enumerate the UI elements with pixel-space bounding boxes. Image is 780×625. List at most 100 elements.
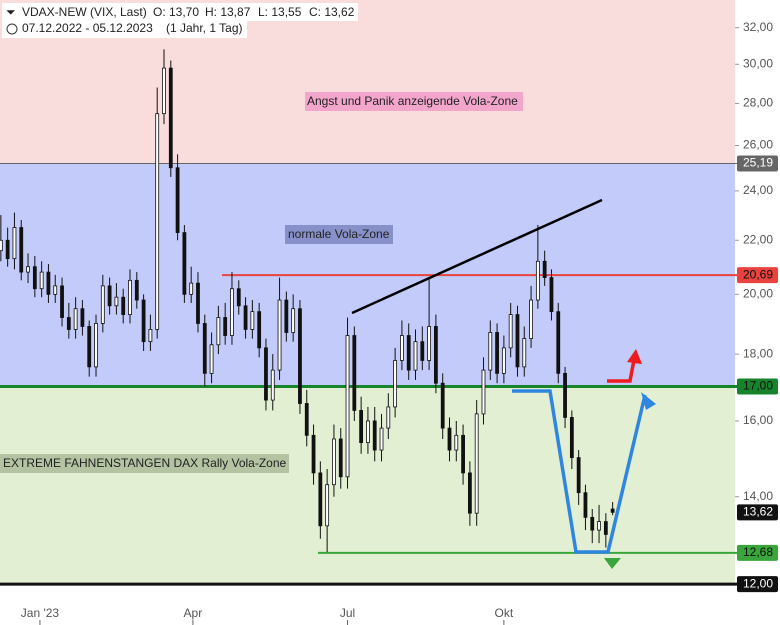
last-price-label: 13,62 [743,505,773,519]
candle-body [406,335,411,371]
level-label: 25,19 [743,156,773,170]
candle-body [501,347,506,374]
candle-body [270,369,275,401]
candle-body [19,227,24,273]
candle-body [223,317,228,336]
candle-body [148,329,153,343]
candle-body [352,335,357,411]
candle-body [277,299,282,371]
candle-body [284,299,289,333]
candle-body [318,472,323,527]
candle-body [379,427,384,451]
candle-body [53,285,58,295]
level-label-box [737,576,778,593]
high: H: 13,87 [205,5,251,19]
candle-body [576,457,581,494]
candle-body [359,410,364,444]
annotation: normale Vola-Zone [288,227,390,241]
x-tick-label: Jul [340,606,355,620]
y-tick-label: 24,00 [743,183,773,197]
candle-body [474,413,479,514]
candle-body [107,285,112,307]
candle-body [325,484,330,527]
candle-body [162,67,166,115]
candle-body [155,113,160,330]
candle-body [522,338,527,368]
candle-body [583,492,588,518]
candle-body [393,360,398,408]
candle-body [311,434,316,474]
level-label-box [737,155,778,172]
candle-body [535,260,540,301]
clock-icon [6,23,18,35]
period: (1 Jahr, 1 Tag) [166,21,243,35]
candle-body [202,323,207,374]
low: L: 13,55 [258,5,302,19]
annotation-box [0,454,289,473]
annotation: EXTREME FAHNENSTANGEN DAX Rally Vola-Zon… [3,456,287,470]
candle-body [603,521,608,535]
y-tick-label: 14,00 [743,489,773,503]
candle-body [447,427,452,451]
candle-body [413,341,418,371]
candle-body [100,285,105,324]
candle-body [32,266,37,290]
header-box [2,20,247,38]
candle-body [427,326,432,361]
candle-body [298,308,302,404]
arrow-head [627,349,642,364]
candle-body [481,369,486,415]
arrow-head [641,392,656,410]
candle-body [569,417,574,458]
annotations: Angst und Panik anzeigende Vola-Zone nor… [0,92,523,473]
candle-body [0,239,3,252]
level-label: 17,00 [743,379,773,393]
candle-body [134,279,139,301]
candle-body [189,282,194,295]
candle-body [366,420,370,444]
y-tick-label: 18,00 [743,346,773,360]
y-tick-label: 16,00 [743,413,773,427]
candle-body [372,420,377,451]
candle-body [542,260,547,278]
candle-body [264,347,268,401]
annotation-box [305,92,523,111]
axes: 25,19 20,69 17,00 12,68 12,00 13,62 14,00 16,00… [21,20,778,625]
candle-body [128,279,132,315]
candle-body [182,232,187,295]
candle-body [529,299,533,339]
trend-line [351,198,603,315]
x-tick-label: Apr [184,606,203,620]
up-arrow [607,359,636,383]
x-tick-label: Okt [495,606,514,620]
candle-body [440,382,445,429]
forecast-path [512,389,647,554]
candle-body [495,332,499,374]
candle-body [549,277,554,313]
y-tick-label: 32,00 [743,20,773,34]
symbol: VDAX-NEW (VIX, Last) [22,5,147,19]
x-tick-label: Jan '23 [21,606,60,620]
level-label: 12,68 [743,545,773,559]
level-label: 20,69 [743,267,773,281]
candle-body [610,508,615,513]
candle-body [80,308,85,327]
candle-body [26,266,30,273]
candles [0,49,615,553]
candle-body [12,227,17,260]
date-range: 07.12.2022 - 05.12.2023 [22,21,153,35]
candle-body [141,299,146,343]
candle-body [508,314,513,349]
candle-body [230,288,234,336]
y-tick-label: 28,00 [743,96,773,110]
annotation: Angst und Panik anzeigende Vola-Zone [307,94,518,108]
candle-body [304,403,309,436]
arrow-head [604,558,621,569]
candle-body [454,434,459,451]
candle-body [121,296,126,315]
candle-body [590,516,595,531]
candle-body [345,335,350,478]
level-label-box [737,378,778,395]
candle-body [73,308,78,330]
candle-body [563,372,567,418]
